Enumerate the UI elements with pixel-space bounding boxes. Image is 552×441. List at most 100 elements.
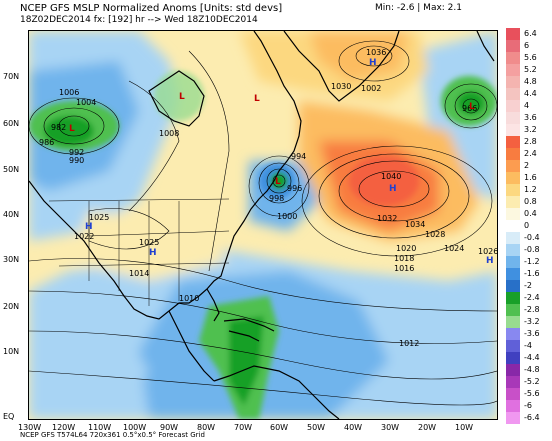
label-1010: 1010 (179, 294, 199, 303)
colorbar-swatch (506, 388, 520, 400)
colorbar-label: 2.8 (524, 137, 537, 146)
colorbar-swatch (506, 184, 520, 196)
colorbar-label: -6.4 (524, 413, 540, 422)
colorbar-swatch (506, 316, 520, 328)
colorbar-label: -1.6 (524, 269, 540, 278)
colorbar-swatch (506, 52, 520, 64)
low-symbol: L (179, 92, 185, 102)
map-title: NCEP GFS MSLP Normalized Anoms [Units: s… (20, 3, 283, 14)
colorbar-label: -1.2 (524, 257, 540, 266)
colorbar-swatch (506, 40, 520, 52)
lon-label: 120W (52, 423, 76, 432)
lon-label: 20W (418, 423, 437, 432)
colorbar-label: 4 (524, 101, 530, 110)
colorbar-label: -6 (524, 401, 532, 410)
label-1025a: 1025 (89, 213, 109, 222)
label-998: 998 (269, 194, 284, 203)
colorbar-label: -5.6 (524, 389, 540, 398)
colorbar-label: 0 (524, 221, 530, 230)
lon-label: 130W (18, 423, 42, 432)
label-1032: 1032 (377, 214, 397, 223)
label-1016: 1016 (394, 264, 414, 273)
min-max-readout: Min: -2.6 | Max: 2.1 (375, 3, 462, 13)
colorbar-label: 6 (524, 41, 530, 50)
lon-label: 40W (344, 423, 363, 432)
colorbar-swatch (506, 88, 520, 100)
colorbar-swatch (506, 28, 520, 40)
label-1025b: 1025 (139, 238, 159, 247)
colorbar-label: -4.4 (524, 353, 540, 362)
colorbar-swatch (506, 364, 520, 376)
pressure-labels: 1036 1040 1032 1028 1024 1020 1018 1016 … (39, 48, 497, 348)
colorbar-label: -2.8 (524, 305, 540, 314)
label-1002: 1002 (361, 84, 381, 93)
colorbar-label: 6.4 (524, 29, 537, 38)
label-982: 982 (51, 123, 66, 132)
low-symbol: L (254, 94, 260, 104)
label-1014: 1014 (129, 269, 149, 278)
colorbar-swatch (506, 328, 520, 340)
label-1026: 1026 (478, 247, 497, 256)
lon-label: 90W (160, 423, 179, 432)
lon-label: 10W (455, 423, 474, 432)
colorbar-label: 4.4 (524, 89, 537, 98)
colorbar-swatch (506, 220, 520, 232)
colorbar-swatch (506, 232, 520, 244)
colorbar-swatch (506, 136, 520, 148)
colorbar-label: 1.6 (524, 173, 537, 182)
high-symbol: H (85, 222, 93, 232)
anomaly-map: 1036 1040 1032 1028 1024 1020 1018 1016 … (28, 30, 498, 420)
colorbar-swatch (506, 376, 520, 388)
label-990: 990 (69, 156, 84, 165)
pressure-centers: H H H H H L L L L L (69, 58, 494, 266)
label-1036: 1036 (366, 48, 386, 57)
colorbar-label: 3.6 (524, 113, 537, 122)
colorbar-label: 2.4 (524, 149, 537, 158)
colorbar-swatch (506, 244, 520, 256)
colorbar-swatch (506, 172, 520, 184)
label-992: 992 (69, 148, 84, 157)
label-1018: 1018 (394, 254, 414, 263)
label-1024: 1024 (444, 244, 464, 253)
colorbar-swatch (506, 208, 520, 220)
label-1000: 1000 (277, 212, 297, 221)
label-986: 986 (39, 138, 54, 147)
lon-label: 30W (381, 423, 400, 432)
lat-label: 10N (3, 347, 20, 356)
label-1034: 1034 (405, 220, 425, 229)
colorbar-label: -4.8 (524, 365, 540, 374)
colorbar-label: -2 (524, 281, 532, 290)
colorbar-swatch (506, 76, 520, 88)
lon-label: 80W (197, 423, 216, 432)
label-996: 996 (287, 184, 302, 193)
colorbar-label: -4 (524, 341, 532, 350)
low-symbol: L (275, 177, 281, 187)
colorbar-swatch (506, 256, 520, 268)
colorbar-swatch (506, 148, 520, 160)
high-symbol: H (369, 58, 377, 68)
colorbar-swatch (506, 160, 520, 172)
label-1004: 1004 (76, 98, 96, 107)
isobars (29, 40, 497, 406)
colorbar-label: -5.2 (524, 377, 540, 386)
label-966: 966 (462, 104, 477, 113)
colorbar-swatch (506, 340, 520, 352)
colorbar-label: -0.4 (524, 233, 540, 242)
lon-label: 60W (270, 423, 289, 432)
label-1030: 1030 (331, 82, 351, 91)
lat-label: 40N (3, 210, 20, 219)
colorbar-swatch (506, 280, 520, 292)
model-footer: NCEP GFS T574L64 720x361 0.5°x0.5° Forec… (20, 431, 205, 439)
colorbar-swatch (506, 268, 520, 280)
colorbar-label: 4.8 (524, 77, 537, 86)
colorbar-label: -3.2 (524, 317, 540, 326)
label-1012: 1012 (399, 339, 419, 348)
lon-label: 50W (307, 423, 326, 432)
colorbar-label: -3.6 (524, 329, 540, 338)
lon-label: 70W (234, 423, 253, 432)
colorbar-label: 5.2 (524, 65, 537, 74)
map-canvas: 1036 1040 1032 1028 1024 1020 1018 1016 … (29, 31, 497, 419)
lat-label: EQ (3, 412, 15, 421)
label-1020: 1020 (396, 244, 416, 253)
label-1040: 1040 (381, 172, 401, 181)
